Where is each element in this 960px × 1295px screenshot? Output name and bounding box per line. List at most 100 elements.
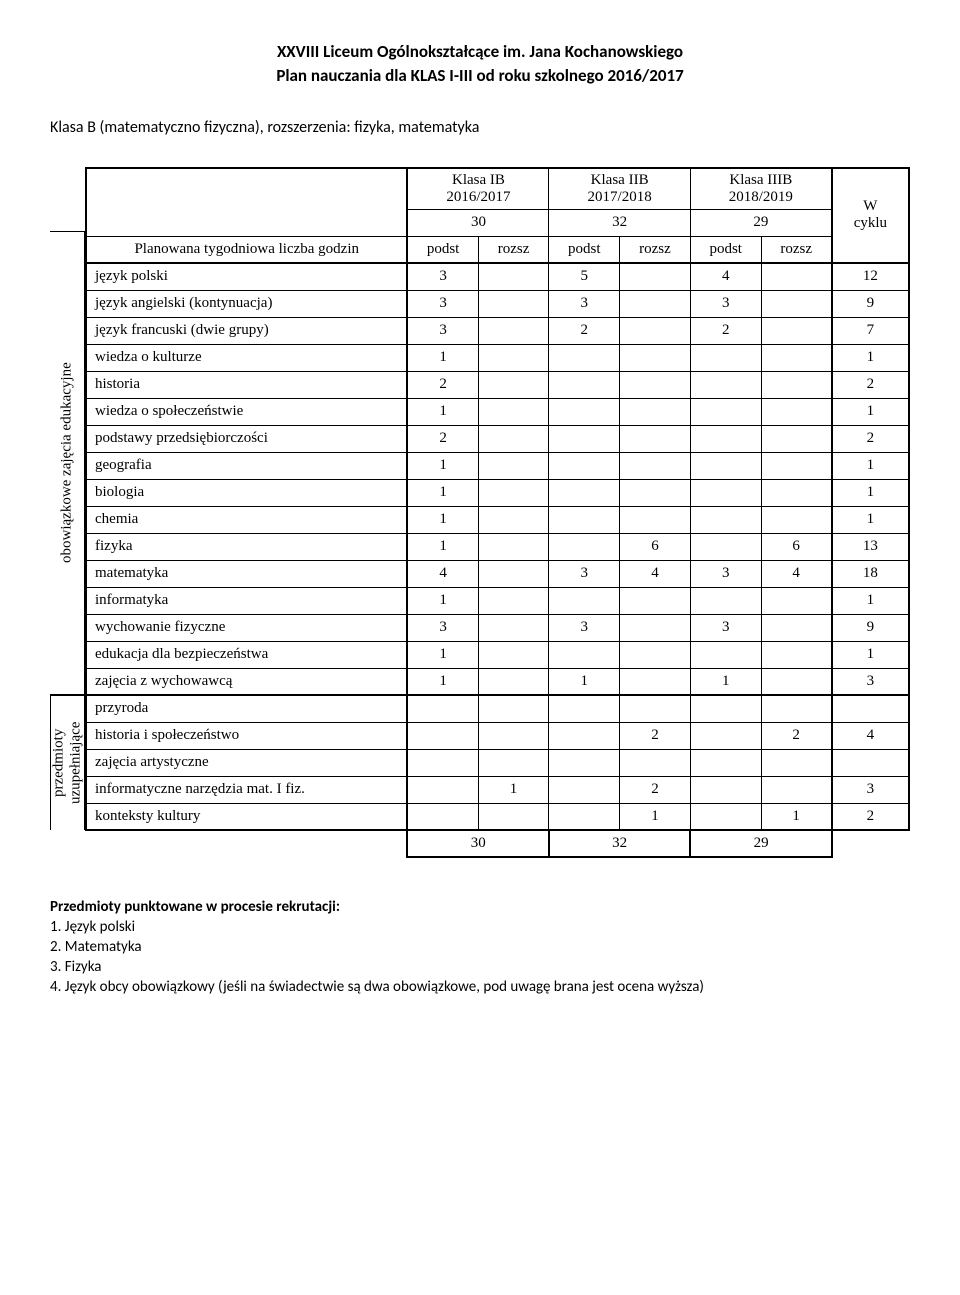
- subject-label: podstawy przedsiębiorczości: [86, 425, 407, 452]
- table-cell: [761, 587, 832, 614]
- subject-label: język angielski (kontynuacja): [86, 290, 407, 317]
- header-line2: Plan nauczania dla KLAS I-III od roku sz…: [50, 64, 910, 88]
- table-cell: [761, 398, 832, 425]
- table-cell: [761, 668, 832, 695]
- table-cell: 3: [549, 290, 620, 317]
- table-cell: [690, 398, 761, 425]
- table-cell: [620, 695, 691, 722]
- table-cell: [620, 371, 691, 398]
- table-cell: [761, 776, 832, 803]
- table-cell: [549, 803, 620, 830]
- table-cell: [407, 776, 478, 803]
- table-cell: [761, 614, 832, 641]
- table-cell: [549, 398, 620, 425]
- table-cell: [620, 290, 691, 317]
- table-cell: 2: [407, 425, 478, 452]
- table-cell: 1: [407, 479, 478, 506]
- table-cell: [690, 803, 761, 830]
- cycle-cell: 7: [832, 317, 909, 344]
- table-cell: 2: [690, 317, 761, 344]
- table-cell: [478, 479, 549, 506]
- table-cell: [690, 479, 761, 506]
- subject-label: język francuski (dwie grupy): [86, 317, 407, 344]
- subject-label: język polski: [86, 263, 407, 290]
- table-cell: [761, 371, 832, 398]
- table-cell: [620, 506, 691, 533]
- table-cell: 3: [549, 560, 620, 587]
- subject-label: biologia: [86, 479, 407, 506]
- table-cell: 1: [407, 668, 478, 695]
- table-cell: [549, 641, 620, 668]
- table-cell: 3: [407, 614, 478, 641]
- table-cell: [549, 776, 620, 803]
- cycle-cell: 1: [832, 479, 909, 506]
- table-cell: 1: [407, 452, 478, 479]
- table-cell: [478, 587, 549, 614]
- table-cell: [478, 317, 549, 344]
- table-cell: [690, 587, 761, 614]
- table-cell: 1: [549, 668, 620, 695]
- curriculum-table: obowiązkowe zajęcia edukacyjneKlasa IB20…: [50, 167, 910, 859]
- table-cell: 3: [407, 263, 478, 290]
- table-cell: 6: [761, 533, 832, 560]
- table-cell: [407, 695, 478, 722]
- table-cell: 3: [690, 560, 761, 587]
- table-cell: [407, 749, 478, 776]
- subject-label: konteksty kultury: [86, 803, 407, 830]
- side-label-mandatory: obowiązkowe zajęcia edukacyjne: [50, 231, 85, 695]
- table-cell: [761, 290, 832, 317]
- table-cell: [549, 344, 620, 371]
- class-total: 32: [549, 209, 690, 236]
- column-total: 29: [690, 830, 831, 857]
- cycle-cell: [832, 749, 909, 776]
- footer-item: 2. Matematyka: [50, 938, 910, 956]
- table-cell: 1: [690, 668, 761, 695]
- table-cell: [478, 749, 549, 776]
- class-header: Klasa IIIB2018/2019: [690, 168, 831, 210]
- subcol-rozsz: rozsz: [761, 236, 832, 263]
- cycle-cell: 18: [832, 560, 909, 587]
- subcol-podst: podst: [407, 236, 478, 263]
- table-cell: [761, 749, 832, 776]
- cycle-cell: 3: [832, 668, 909, 695]
- table-cell: [761, 479, 832, 506]
- table-cell: [549, 479, 620, 506]
- table-cell: [690, 452, 761, 479]
- table-cell: [549, 452, 620, 479]
- subject-label: matematyka: [86, 560, 407, 587]
- table-cell: [620, 641, 691, 668]
- table-cell: [761, 317, 832, 344]
- cycle-cell: 1: [832, 587, 909, 614]
- cycle-cell: 2: [832, 803, 909, 830]
- subject-label: wiedza o społeczeństwie: [86, 398, 407, 425]
- subcol-podst: podst: [690, 236, 761, 263]
- table-cell: [549, 371, 620, 398]
- table-cell: 3: [407, 290, 478, 317]
- table-cell: [407, 803, 478, 830]
- table-cell: 3: [690, 290, 761, 317]
- table-cell: 4: [761, 560, 832, 587]
- cycle-cell: 2: [832, 425, 909, 452]
- table-cell: [478, 263, 549, 290]
- table-cell: [620, 587, 691, 614]
- table-wrapper: obowiązkowe zajęcia edukacyjneKlasa IB20…: [50, 167, 910, 859]
- table-cell: 1: [407, 506, 478, 533]
- table-cell: [620, 344, 691, 371]
- cycle-header: Wcyklu: [832, 168, 909, 264]
- subject-label: zajęcia z wychowawcą: [86, 668, 407, 695]
- subject-label: wiedza o kulturze: [86, 344, 407, 371]
- table-cell: [478, 695, 549, 722]
- table-cell: [478, 614, 549, 641]
- subcol-rozsz: rozsz: [478, 236, 549, 263]
- table-cell: [478, 506, 549, 533]
- cycle-cell: 9: [832, 290, 909, 317]
- table-cell: [549, 695, 620, 722]
- table-cell: [761, 695, 832, 722]
- table-cell: [620, 263, 691, 290]
- footer: Przedmioty punktowane w procesie rekruta…: [50, 898, 910, 996]
- table-cell: [690, 344, 761, 371]
- column-total: 32: [549, 830, 690, 857]
- table-cell: [761, 641, 832, 668]
- table-cell: [478, 641, 549, 668]
- class-total: 29: [690, 209, 831, 236]
